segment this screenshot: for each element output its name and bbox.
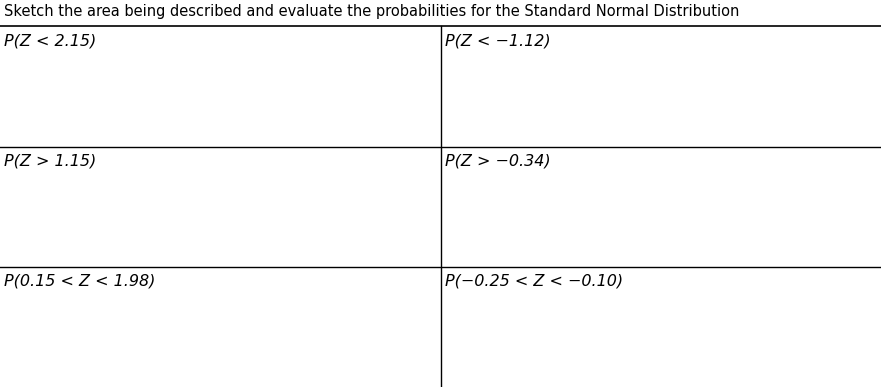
Text: P(0.15 < Z < 1.98): P(0.15 < Z < 1.98)	[4, 274, 156, 289]
Text: P(Z > −0.34): P(Z > −0.34)	[445, 154, 551, 168]
Text: P(Z < −1.12): P(Z < −1.12)	[445, 33, 551, 48]
Text: P(−0.25 < Z < −0.10): P(−0.25 < Z < −0.10)	[445, 274, 623, 289]
Text: P(Z < 2.15): P(Z < 2.15)	[4, 33, 97, 48]
Text: Sketch the area being described and evaluate the probabilities for the Standard : Sketch the area being described and eval…	[4, 4, 740, 19]
Text: P(Z > 1.15): P(Z > 1.15)	[4, 154, 97, 168]
